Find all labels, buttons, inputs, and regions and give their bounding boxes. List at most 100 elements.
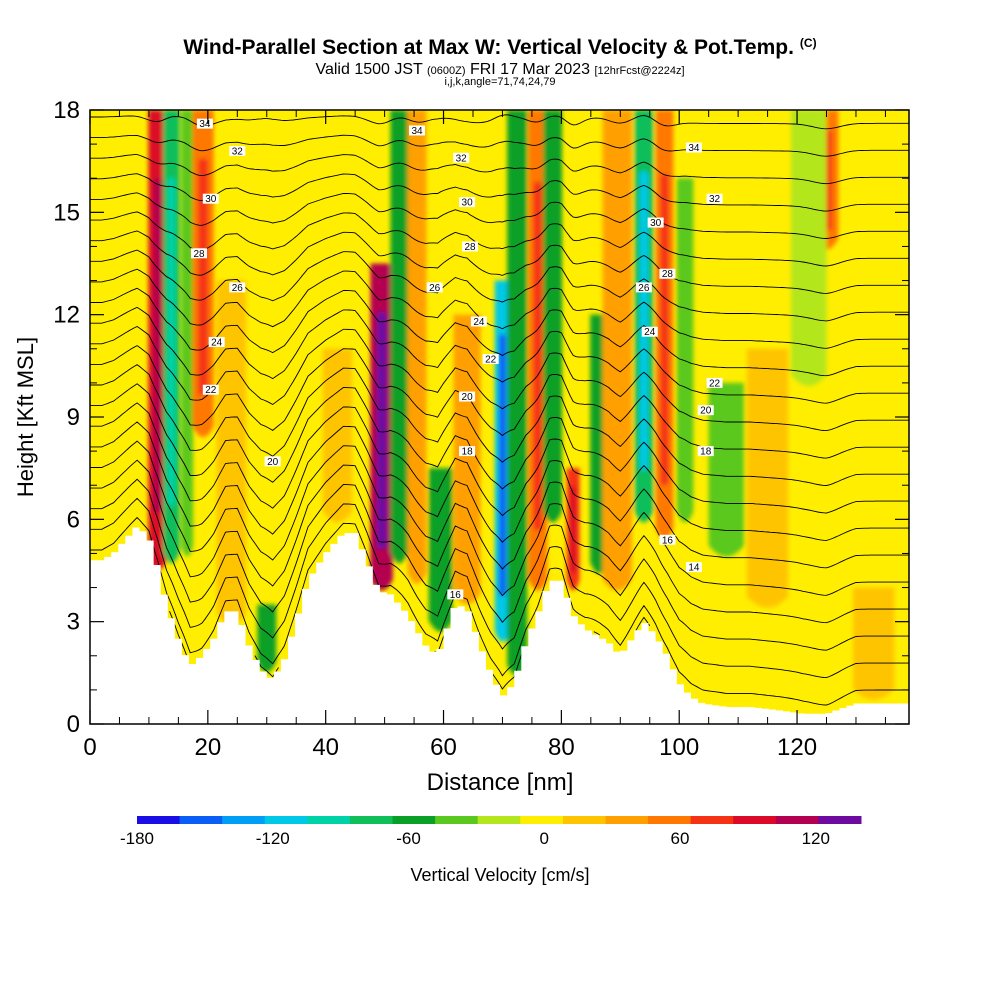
colorbar-swatch [733,816,777,824]
contour-label-text: 30 [205,194,217,205]
contour-label-bg [229,145,246,156]
contour-label-bg [641,326,658,337]
theta-contour-line [90,516,909,706]
colorbar-swatch [264,816,308,824]
velocity-band [746,348,789,608]
contour-label-text: 30 [462,198,474,209]
theta-contour-line [169,611,651,690]
contour-label-text: 16 [662,535,674,546]
contour-label-bg [482,354,499,365]
y-tick-label: 3 [67,609,80,636]
velocity-core [153,178,163,513]
contour-label-bg [453,152,470,163]
velocity-core [376,312,387,549]
contour-label-bg [697,405,714,416]
contour-label-bg [459,197,476,208]
colorbar-swatch [520,816,564,824]
contour-label: 32 [229,145,246,157]
velocity-band [181,110,194,557]
contour-label-bg [208,336,225,347]
contour-label-bg [202,193,219,204]
y-tick-label: 15 [53,199,80,226]
contour-label-text: 22 [485,355,497,366]
velocity-band [407,110,427,584]
theta-contour-line [90,325,909,432]
velocity-core [198,158,208,396]
contour-label: 32 [706,193,723,205]
contour-label-bg [409,125,426,136]
contour-label: 20 [697,405,714,417]
contour-label-text: 26 [232,283,244,294]
contour-label: 18 [459,446,476,458]
x-tick-label: 60 [430,734,457,761]
contour-label-bg [706,193,723,204]
velocity-core [660,173,669,486]
x-tick-label: 20 [194,734,221,761]
contour-label: 32 [453,152,470,164]
colorbar-swatch [818,816,862,824]
contour-label: 34 [196,118,213,130]
contour-label-bg [459,391,476,402]
colorbar-swatch [605,816,649,824]
contour-label: 26 [229,282,246,294]
contour-label-bg [264,456,281,467]
contour-label-bg [635,282,652,293]
contour-label: 20 [459,391,476,403]
indices-line: i,j,k,angle=71,74,24,79 [444,76,556,88]
theta-contour-line [90,114,909,130]
theta-contour-line [90,154,909,185]
colorbar-swatch [307,816,351,824]
colorbar-swatch [690,816,734,824]
valid-date: FRI 17 Mar 2023 [469,61,591,78]
y-tick-label: 12 [53,302,80,329]
contour-label-bg [685,562,702,573]
theta-contour-line [90,249,909,322]
contour-label: 22 [706,377,723,389]
colorbar-tick-label: -60 [396,829,421,848]
theta-contour-line [90,306,909,404]
terrain-mask [90,527,909,724]
velocity-band [507,110,528,676]
velocity-band [428,468,453,632]
contour-label: 30 [647,217,664,229]
contour-label-bg [191,248,208,259]
contour-label-bg [459,446,476,457]
contour-label: 18 [697,446,714,458]
velocity-band [676,178,694,523]
contour-label-text: 22 [709,378,721,389]
theta-contour-line [90,440,909,596]
velocity-band [322,348,353,523]
theta-contour-line [90,402,909,541]
theta-contour-line [90,478,909,651]
contour-label: 28 [659,268,676,280]
contour-label-bg [685,142,702,153]
theta-contour-line [90,459,909,624]
velocity-band [453,314,481,605]
velocity-core [498,334,506,596]
contour-label-text: 32 [709,194,721,205]
forecast-info: [12hrFcst@2224z] [594,65,685,77]
contour-label-bg [470,316,487,327]
contour-label-text: 34 [688,143,700,154]
y-tick-label: 18 [53,97,80,124]
theta-contour-line [90,421,909,569]
colorbar-swatch [392,816,436,824]
contour-label: 24 [470,316,487,328]
contour-label-text: 14 [688,563,700,574]
theta-contour-line [90,345,909,459]
y-tick-label: 9 [67,404,80,431]
colorbar-tick-label: 0 [540,829,549,848]
contour-label: 26 [426,282,443,294]
contour-label-text: 28 [193,249,205,260]
contour-label-text: 28 [464,242,476,253]
contour-label-bg [706,377,723,388]
theta-contour-line [90,134,909,157]
y-tick-label: 0 [67,711,80,738]
contour-label: 30 [459,197,476,209]
contour-label-text: 16 [450,590,462,601]
contour-label-text: 24 [473,317,485,328]
chart-subtitle: Valid 1500 JST (0600Z) FRI 17 Mar 2023 [… [0,61,1000,79]
colorbar-label: Vertical Velocity [cm/s] [410,865,589,885]
contour-label-text: 34 [199,119,211,130]
theta-contour-line [90,211,909,267]
